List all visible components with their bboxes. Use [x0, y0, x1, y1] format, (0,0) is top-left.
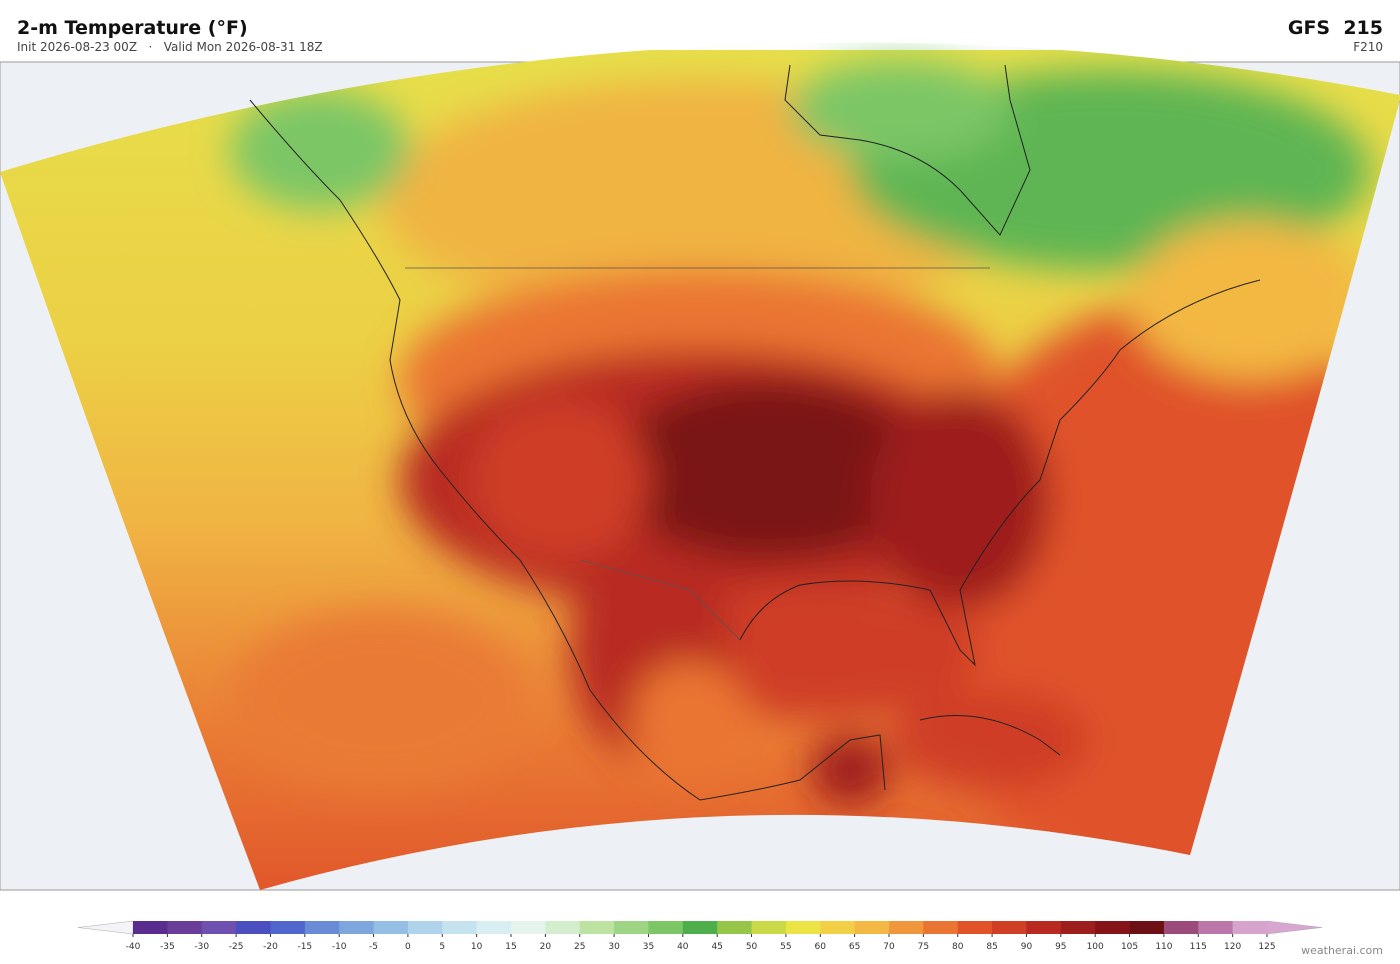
- colorbar-segment: [339, 921, 375, 934]
- colorbar-segment: [167, 921, 203, 934]
- colorbar-tick-label: -25: [229, 942, 244, 952]
- colorbar-segment: [854, 921, 890, 934]
- colorbar-segment: [1026, 921, 1062, 934]
- colorbar-segment: [889, 921, 924, 934]
- colorbar-tick-label: 35: [643, 942, 654, 952]
- colorbar-tick-label: 5: [439, 942, 445, 952]
- colorbar-tick-label: -15: [297, 942, 312, 952]
- colorbar-tick-label: 60: [815, 942, 827, 952]
- colorbar-segment: [1163, 921, 1199, 934]
- colorbar-tick-label: 120: [1224, 942, 1241, 952]
- colorbar-under: [77, 920, 134, 935]
- model-label: GFS 215: [1288, 17, 1383, 39]
- colorbar-tick-label: 25: [574, 942, 585, 952]
- colorbar: -40 -35 -30 -25 -20 -15 -10 -5 0 5 10 15 20 25 30 35 40 4…: [77, 920, 1323, 952]
- watermark: weatherai.com: [1301, 944, 1383, 957]
- colorbar-segment: [442, 921, 478, 934]
- colorbar-segment: [992, 921, 1027, 934]
- colorbar-segment: [820, 921, 856, 934]
- colorbar-segment: [545, 921, 581, 934]
- colorbar-tick-label: 15: [505, 942, 516, 952]
- colorbar-segment: [923, 921, 959, 934]
- coastlines: [249, 64, 1261, 801]
- colorbar-tick-label: -40: [126, 942, 141, 952]
- colorbar-tick-label: 115: [1190, 942, 1207, 952]
- colorbar-segment: [236, 921, 271, 934]
- colorbar-segment: [785, 921, 821, 934]
- colorbar-segment: [1129, 921, 1165, 934]
- colorbar-segment: [1232, 921, 1268, 934]
- colorbar-segment: [579, 921, 615, 934]
- colorbar-segment: [1198, 921, 1234, 934]
- colorbar-segment: [373, 921, 409, 934]
- borders: [405, 267, 990, 641]
- colorbar-tick-label: 40: [677, 942, 689, 952]
- colorbar-tick-label: 50: [746, 942, 758, 952]
- colorbar-tick-label: 10: [471, 942, 483, 952]
- colorbar-segment: [614, 921, 649, 934]
- colorbar-tick-label: 105: [1121, 942, 1138, 952]
- colorbar-tick-label: 95: [1055, 942, 1066, 952]
- colorbar-tick-label: 55: [780, 942, 791, 952]
- title: 2-m Temperature (°F): [17, 17, 248, 39]
- colorbar-tick-label: 75: [918, 942, 929, 952]
- colorbar-tick-label: 85: [986, 942, 997, 952]
- colorbar-tick-label: 90: [1021, 942, 1033, 952]
- colorbar-segment: [751, 921, 787, 934]
- temperature-field: [0, 50, 1400, 890]
- colorbar-tick-label: -20: [263, 942, 278, 952]
- colorbar-tick-label: 80: [952, 942, 964, 952]
- colorbar-segment: [1095, 921, 1131, 934]
- colorbar-tick-label: -35: [160, 942, 175, 952]
- colorbar-segment: [201, 921, 237, 934]
- colorbar-tick-label: 0: [405, 942, 411, 952]
- colorbar-over: [1266, 920, 1323, 935]
- colorbar-tick-label: 65: [849, 942, 860, 952]
- colorbar-tick-label: 20: [540, 942, 552, 952]
- colorbar-segment: [511, 921, 546, 934]
- colorbar-segment: [682, 921, 718, 934]
- colorbar-segment: [717, 921, 753, 934]
- colorbar-tick-label: 125: [1258, 942, 1275, 952]
- colorbar-tick-label: 100: [1087, 942, 1104, 952]
- colorbar-segment: [407, 921, 443, 934]
- colorbar-segment: [476, 921, 512, 934]
- colorbar-segment: [648, 921, 684, 934]
- colorbar-tick-label: 70: [883, 942, 895, 952]
- colorbar-tick-label: 30: [608, 942, 620, 952]
- colorbar-tick-label: 110: [1155, 942, 1172, 952]
- colorbar-segment: [133, 921, 168, 934]
- colorbar-tick-label: -5: [369, 942, 378, 952]
- subtitle: Init 2026-08-23 00Z · Valid Mon 2026-08-…: [17, 40, 323, 54]
- colorbar-segment: [304, 921, 340, 934]
- forecast-hour: F210: [1353, 40, 1383, 54]
- colorbar-tick-label: -10: [332, 942, 347, 952]
- colorbar-tick-label: -30: [194, 942, 209, 952]
- colorbar-segment: [270, 921, 306, 934]
- colorbar-segment: [957, 921, 993, 934]
- colorbar-segment: [1060, 921, 1096, 934]
- colorbar-tick-label: 45: [711, 942, 722, 952]
